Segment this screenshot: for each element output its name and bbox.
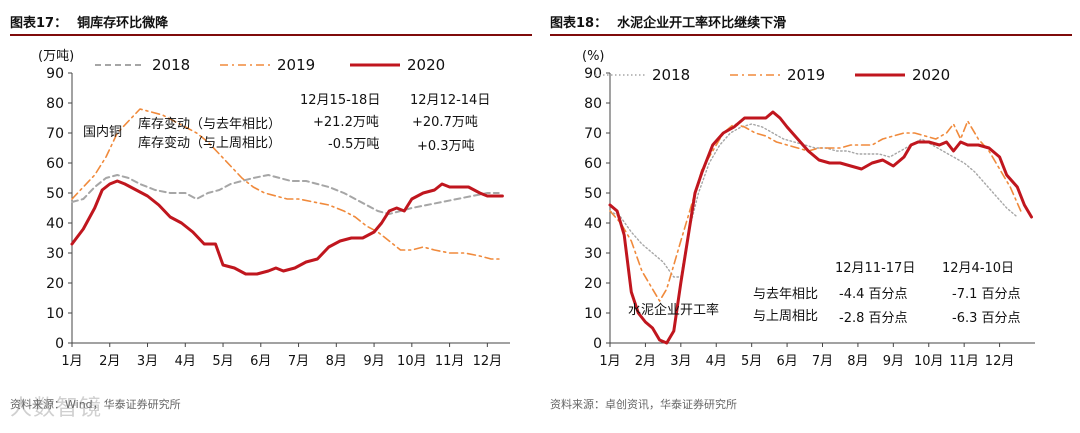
figure-caption: 水泥企业开工率环比继续下滑 xyxy=(617,16,787,31)
line-chart-copper-inventory: (万吨) 0 10 20 30 40 50 60 70 80 90 1月 2月 3月 4月 5月 6月 7月 8月 9… xyxy=(38,49,510,369)
y-tick-label: 20 xyxy=(46,276,64,292)
y-tick-label: 80 xyxy=(46,96,64,112)
y-tick-label: 40 xyxy=(46,216,64,232)
y-unit-label: (%) xyxy=(582,49,605,64)
annotation-row2-label: 与上周相比 xyxy=(753,309,818,324)
x-tick-label: 9月 xyxy=(883,354,904,369)
y-tick-label: 70 xyxy=(46,126,64,142)
figure-caption: 铜库存环比微降 xyxy=(77,16,169,31)
x-tick-label: 9月 xyxy=(363,354,384,369)
y-tick-label: 40 xyxy=(584,216,602,232)
legend-label-2020: 2020 xyxy=(912,66,950,84)
annotation-row1-value1: -4.4 百分点 xyxy=(839,287,908,302)
x-tick-label: 2月 xyxy=(99,354,120,369)
x-tick-label: 3月 xyxy=(137,354,158,369)
series-line-2018 xyxy=(71,174,500,215)
legend-label-2020: 2020 xyxy=(407,56,445,74)
y-tick-label: 20 xyxy=(584,276,602,292)
y-tick-label: 30 xyxy=(46,246,64,262)
y-tick-label: 50 xyxy=(46,186,64,202)
line-chart-cement-utilization: (%) 0 10 20 30 40 50 60 70 80 90 1月 2月 3月 4月 5月 6月 7月 8月 9月… xyxy=(582,49,1035,369)
annotation-row1-label: 与去年相比 xyxy=(753,287,818,302)
y-tick-label: 80 xyxy=(584,96,602,112)
x-tick-label: 7月 xyxy=(812,354,833,369)
series-line-2019 xyxy=(609,120,1022,302)
x-tick-label: 4月 xyxy=(706,354,727,369)
y-tick-label: 10 xyxy=(584,306,602,322)
x-tick-label: 12月 xyxy=(985,354,1015,369)
annotation-col2-head: 12月12-14日 xyxy=(410,93,490,108)
annotation-col1-head: 12月11-17日 xyxy=(835,261,915,276)
legend-label-2019: 2019 xyxy=(787,66,825,84)
series-line-2020 xyxy=(70,179,504,276)
y-tick-label: 30 xyxy=(584,246,602,262)
annotation-row1-label: 库存变动（与去年相比） xyxy=(138,116,281,132)
y-tick-label: 60 xyxy=(584,156,602,172)
y-tick-label: 90 xyxy=(584,66,602,82)
x-tick-label: 3月 xyxy=(670,354,691,369)
x-tick-label: 10月 xyxy=(397,354,427,369)
figure-title: 图表17： 铜库存环比微降 xyxy=(10,12,532,36)
annotation-row2-label: 库存变动（与上周相比） xyxy=(138,135,281,151)
legend-label-2019: 2019 xyxy=(277,56,315,74)
y-tick-label: 70 xyxy=(584,126,602,142)
x-tick-label: 1月 xyxy=(599,354,620,369)
y-tick-label: 60 xyxy=(46,156,64,172)
x-tick-label: 12月 xyxy=(473,354,503,369)
chart-panel-cement-utilization: 图表18： 水泥企业开工率环比继续下滑 (%) 0 10 20 30 40 50 60 70 80 9… xyxy=(550,0,1080,433)
annotation-row-label: 水泥企业开工率 xyxy=(628,302,719,318)
x-tick-label: 11月 xyxy=(949,354,979,369)
source-note: 资料来源：卓创资讯，华泰证券研究所 xyxy=(550,398,737,411)
figure-label: 图表18： xyxy=(550,16,608,31)
y-tick-label: 0 xyxy=(593,336,602,352)
x-tick-label: 5月 xyxy=(741,354,762,369)
legend-label-2018: 2018 xyxy=(652,66,690,84)
y-tick-label: 50 xyxy=(584,186,602,202)
series-line-2019 xyxy=(71,108,504,260)
annotation-row1-value1: +21.2万吨 xyxy=(313,115,379,130)
x-tick-label: 4月 xyxy=(175,354,196,369)
x-tick-label: 6月 xyxy=(776,354,797,369)
x-tick-label: 1月 xyxy=(61,354,82,369)
y-unit-label: (万吨) xyxy=(38,49,74,64)
annotation-row1-value2: +20.7万吨 xyxy=(412,115,478,130)
chart-panel-copy-inventory: 图表17： 铜库存环比微降 (万吨) 0 10 20 30 40 50 60 70 80 90 1月 2月… xyxy=(10,0,540,433)
x-tick-label: 8月 xyxy=(326,354,347,369)
annotation-row1-value2: -7.1 百分点 xyxy=(952,287,1021,302)
x-tick-label: 11月 xyxy=(435,354,465,369)
annotation-col1-head: 12月15-18日 xyxy=(300,93,380,108)
series-line-2020 xyxy=(608,110,1033,345)
x-tick-label: 2月 xyxy=(635,354,656,369)
source-note: 资料来源：Wind，华泰证券研究所 xyxy=(10,398,181,411)
annotation-row-label: 国内铜 xyxy=(83,124,122,140)
annotation-row2-value1: -0.5万吨 xyxy=(328,137,379,152)
series-line-2018 xyxy=(609,123,1018,278)
annotation-row2-value2: +0.3万吨 xyxy=(417,139,475,154)
figure-label: 图表17： xyxy=(10,16,68,31)
y-tick-label: 90 xyxy=(46,66,64,82)
legend-label-2018: 2018 xyxy=(152,56,190,74)
x-tick-label: 5月 xyxy=(212,354,233,369)
annotation-row2-value2: -6.3 百分点 xyxy=(952,311,1021,326)
annotation-row2-value1: -2.8 百分点 xyxy=(839,311,908,326)
annotation-col2-head: 12月4-10日 xyxy=(942,261,1014,276)
x-tick-label: 10月 xyxy=(914,354,944,369)
x-tick-label: 8月 xyxy=(847,354,868,369)
x-tick-label: 7月 xyxy=(288,354,309,369)
figure-title: 图表18： 水泥企业开工率环比继续下滑 xyxy=(550,12,1072,36)
y-tick-label: 10 xyxy=(46,306,64,322)
x-tick-label: 6月 xyxy=(250,354,271,369)
y-tick-label: 0 xyxy=(55,336,64,352)
watermark-text: 人数智镜 xyxy=(10,396,103,421)
